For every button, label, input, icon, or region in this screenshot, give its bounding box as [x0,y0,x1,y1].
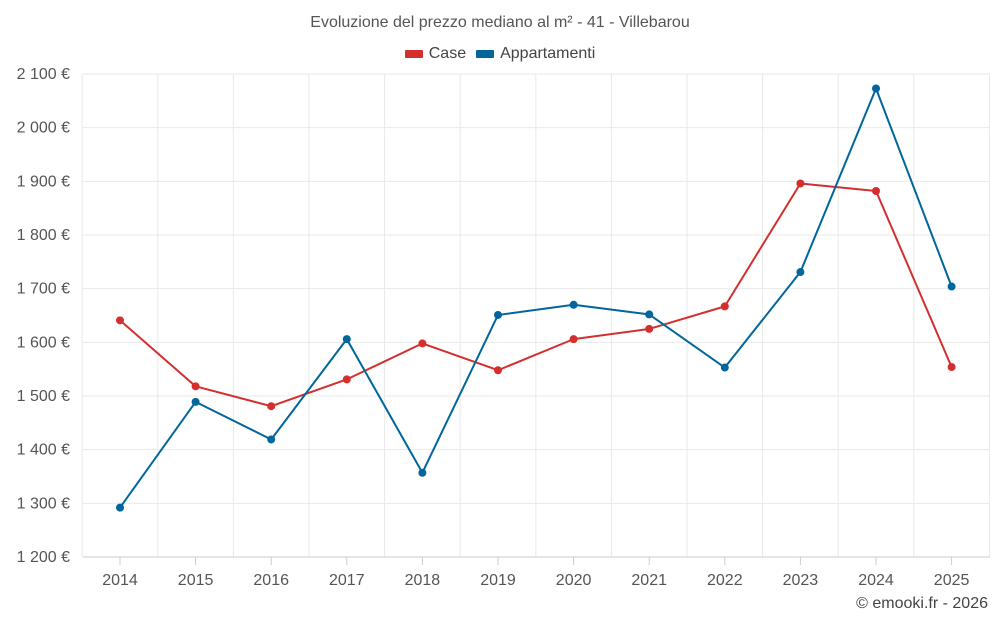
y-tick-label: 1 600 € [17,334,70,351]
data-point-appartamenti [569,300,578,309]
chart-legend: Case Appartamenti [0,45,1000,63]
legend-swatch-appartamenti [476,50,495,58]
y-tick-label: 1 800 € [17,227,70,244]
legend-item-appartamenti[interactable]: Appartamenti [476,45,595,63]
data-point-case [947,363,956,372]
data-point-case [494,366,502,375]
data-point-case [418,339,427,348]
x-tick-label: 2019 [480,572,516,589]
data-point-appartamenti [267,435,276,444]
data-point-appartamenti [116,503,124,512]
x-tick-label: 2016 [253,572,289,589]
x-tick-label: 2020 [556,572,592,589]
y-tick-label: 1 700 € [17,281,70,298]
x-tick-label: 2018 [405,572,441,589]
y-tick-label: 1 900 € [17,173,70,190]
x-tick-label: 2014 [102,572,138,589]
data-point-case [191,382,200,391]
data-point-case [267,402,276,411]
y-tick-label: 1 200 € [17,549,70,566]
y-tick-label: 2 100 € [17,66,70,83]
data-point-appartamenti [796,268,805,277]
credit-text: © emooki.fr - 2026 [856,595,988,612]
x-tick-label: 2015 [178,572,214,589]
data-point-appartamenti [494,310,502,319]
y-tick-label: 1 300 € [17,495,70,512]
data-point-appartamenti [191,397,200,406]
data-point-case [720,302,729,311]
y-tick-label: 1 500 € [17,388,70,405]
series-line-case [119,182,953,408]
x-tick-label: 2022 [707,572,743,589]
chart-title: Evoluzione del prezzo mediano al m² - 41… [310,14,690,31]
legend-swatch-case [404,50,423,58]
x-tick-label: 2021 [631,572,667,589]
x-tick-label: 2023 [783,572,819,589]
data-point-case [796,179,805,188]
data-point-appartamenti [720,363,729,372]
data-point-case [645,324,654,333]
data-point-case [342,375,351,384]
legend-label-case: Case [428,45,467,62]
y-tick-label: 2 000 € [17,120,70,137]
data-point-appartamenti [342,335,351,344]
x-tick-label: 2024 [858,572,894,589]
y-tick-label: 1 400 € [17,442,70,459]
legend-item-case[interactable]: Case [404,45,467,63]
data-point-appartamenti [418,468,427,477]
data-point-appartamenti [872,84,880,93]
x-tick-label: 2025 [934,572,970,589]
data-point-case [872,186,880,195]
data-point-case [116,316,124,325]
data-point-appartamenti [645,310,654,319]
legend-label-appartamenti: Appartamenti [500,45,596,62]
x-tick-label: 2017 [329,572,365,589]
series-line-appartamenti [119,87,953,509]
data-point-case [569,335,578,344]
data-point-appartamenti [947,282,956,291]
